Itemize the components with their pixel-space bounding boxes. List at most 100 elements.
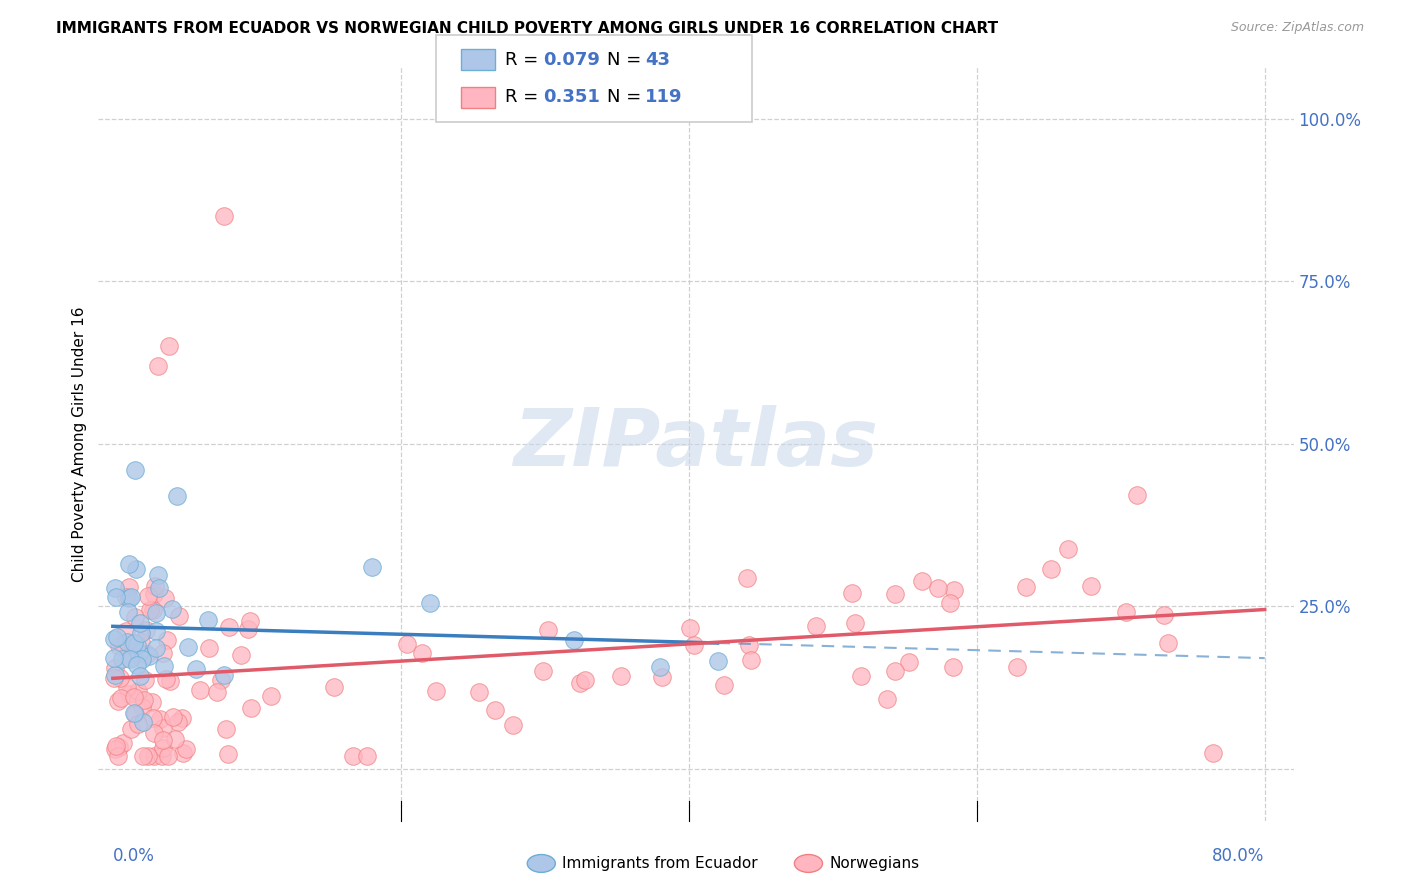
Text: ZIPatlas: ZIPatlas (513, 405, 879, 483)
Point (145, 606, 167, 620)
Point (150, 748, 173, 763)
Point (117, 605, 139, 619)
Text: 0.079: 0.079 (543, 51, 599, 69)
Point (240, 700, 263, 714)
Point (108, 639, 131, 653)
Point (125, 638, 148, 652)
Point (738, 638, 761, 652)
Point (136, 748, 159, 763)
Point (342, 748, 364, 763)
Point (111, 652, 134, 666)
Point (1015, 580, 1038, 594)
Point (740, 653, 762, 667)
Point (129, 616, 152, 631)
Point (897, 655, 920, 669)
Point (411, 646, 433, 660)
Point (136, 589, 159, 603)
Point (212, 210, 235, 224)
Point (804, 619, 827, 633)
Point (1007, 660, 1029, 674)
Point (145, 640, 167, 655)
Point (143, 587, 166, 601)
Point (502, 718, 524, 732)
Text: R =: R = (505, 88, 544, 106)
Point (1202, 746, 1225, 760)
Point (132, 748, 155, 763)
Point (125, 562, 148, 576)
Text: 0.351: 0.351 (543, 88, 599, 106)
Point (1056, 541, 1078, 556)
Point (111, 736, 134, 750)
Point (128, 646, 150, 660)
Point (124, 463, 146, 477)
Y-axis label: Child Poverty Among Girls Under 16: Child Poverty Among Girls Under 16 (72, 306, 87, 582)
Point (131, 699, 153, 714)
Point (120, 590, 142, 604)
Point (125, 658, 148, 673)
Point (176, 640, 198, 655)
Point (153, 591, 176, 605)
Point (910, 574, 932, 588)
Point (135, 624, 157, 638)
Point (217, 747, 239, 761)
Point (107, 694, 129, 708)
Point (117, 680, 139, 694)
Point (215, 723, 238, 737)
Point (651, 670, 673, 684)
Point (167, 609, 190, 624)
Point (876, 692, 898, 706)
Point (610, 669, 633, 683)
Point (103, 671, 125, 685)
Text: R =: R = (505, 51, 544, 69)
Point (419, 596, 441, 610)
Point (356, 748, 378, 763)
Point (104, 668, 127, 682)
Text: 0.0%: 0.0% (112, 847, 155, 864)
Point (115, 635, 138, 649)
Point (198, 640, 221, 655)
Point (172, 747, 194, 761)
Point (883, 664, 905, 678)
Point (574, 673, 596, 687)
Point (844, 615, 866, 630)
Point (118, 591, 141, 606)
Point (648, 660, 671, 674)
Point (939, 596, 962, 610)
Point (148, 359, 170, 373)
Point (132, 714, 155, 729)
Point (361, 560, 384, 574)
Point (157, 339, 180, 353)
Point (104, 741, 127, 756)
Point (205, 685, 228, 699)
Point (143, 748, 166, 763)
Point (682, 638, 704, 652)
Point (239, 615, 262, 629)
Point (159, 673, 181, 688)
Point (1153, 608, 1175, 623)
Point (139, 603, 162, 617)
Point (884, 586, 907, 600)
Text: Source: ZipAtlas.com: Source: ZipAtlas.com (1230, 21, 1364, 34)
Point (186, 662, 208, 676)
Point (841, 586, 863, 600)
Point (129, 625, 152, 640)
Point (152, 722, 174, 736)
Point (118, 687, 141, 701)
Point (172, 711, 194, 725)
Point (165, 731, 187, 746)
Text: 119: 119 (645, 88, 683, 106)
Point (849, 669, 872, 683)
Point (141, 695, 163, 709)
Point (105, 630, 128, 644)
Point (105, 739, 128, 753)
Point (104, 661, 127, 675)
Point (143, 725, 166, 739)
Point (103, 651, 125, 665)
Point (110, 691, 132, 706)
Point (162, 710, 184, 724)
Point (531, 665, 554, 679)
Point (107, 740, 129, 755)
Point (537, 623, 560, 637)
Point (569, 675, 592, 690)
Point (145, 624, 167, 638)
